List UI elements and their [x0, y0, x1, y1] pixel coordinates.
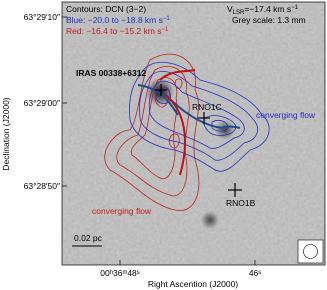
legend-contours: Contours: DCN (3−2): [66, 4, 146, 14]
legend-vlsr: VLSR=−17.4 km s−1: [227, 4, 299, 16]
map: [62, 2, 325, 265]
legend-blue: Blue: −20.0 to −18.8 km s−1: [66, 15, 170, 25]
legend-red: Red: −16.4 to −15.2 km s−1: [66, 26, 169, 36]
label-rno1c: RNO1C: [192, 102, 222, 112]
blue-contours: [129, 61, 270, 172]
label-scale: 0.02 pc: [74, 233, 103, 243]
label-iras: IRAS 00338+6312: [76, 68, 146, 78]
y-tick-label: 63°29′00″: [24, 98, 60, 108]
red-contours: [104, 53, 200, 211]
axes: [61, 1, 326, 266]
beam-box: [297, 239, 324, 264]
x-axis-title: Right Ascention (J2000): [148, 279, 238, 289]
y-tick-label: 63°29′10″: [24, 12, 60, 22]
beam: [303, 244, 318, 259]
y-tick-label: 63°28′50″: [24, 181, 60, 191]
legend-grey: Grey scale: 1.3 mm: [232, 15, 306, 25]
flow-arrows: [137, 69, 241, 176]
label-rno1b: RNO1B: [226, 198, 256, 208]
legend: Contours: DCN (3−2) Blue: −20.0 to −18.8…: [66, 4, 306, 36]
label-flow-red: converging flow: [92, 206, 152, 216]
y-axis-title: Declination (J2000): [1, 97, 11, 170]
x-tick-label: 00ʰ36ᵐ48ˢ: [100, 268, 139, 278]
source-markers: [155, 84, 242, 197]
label-flow-blue: converging flow: [256, 110, 316, 120]
x-tick-label: 46ˢ: [249, 268, 261, 278]
